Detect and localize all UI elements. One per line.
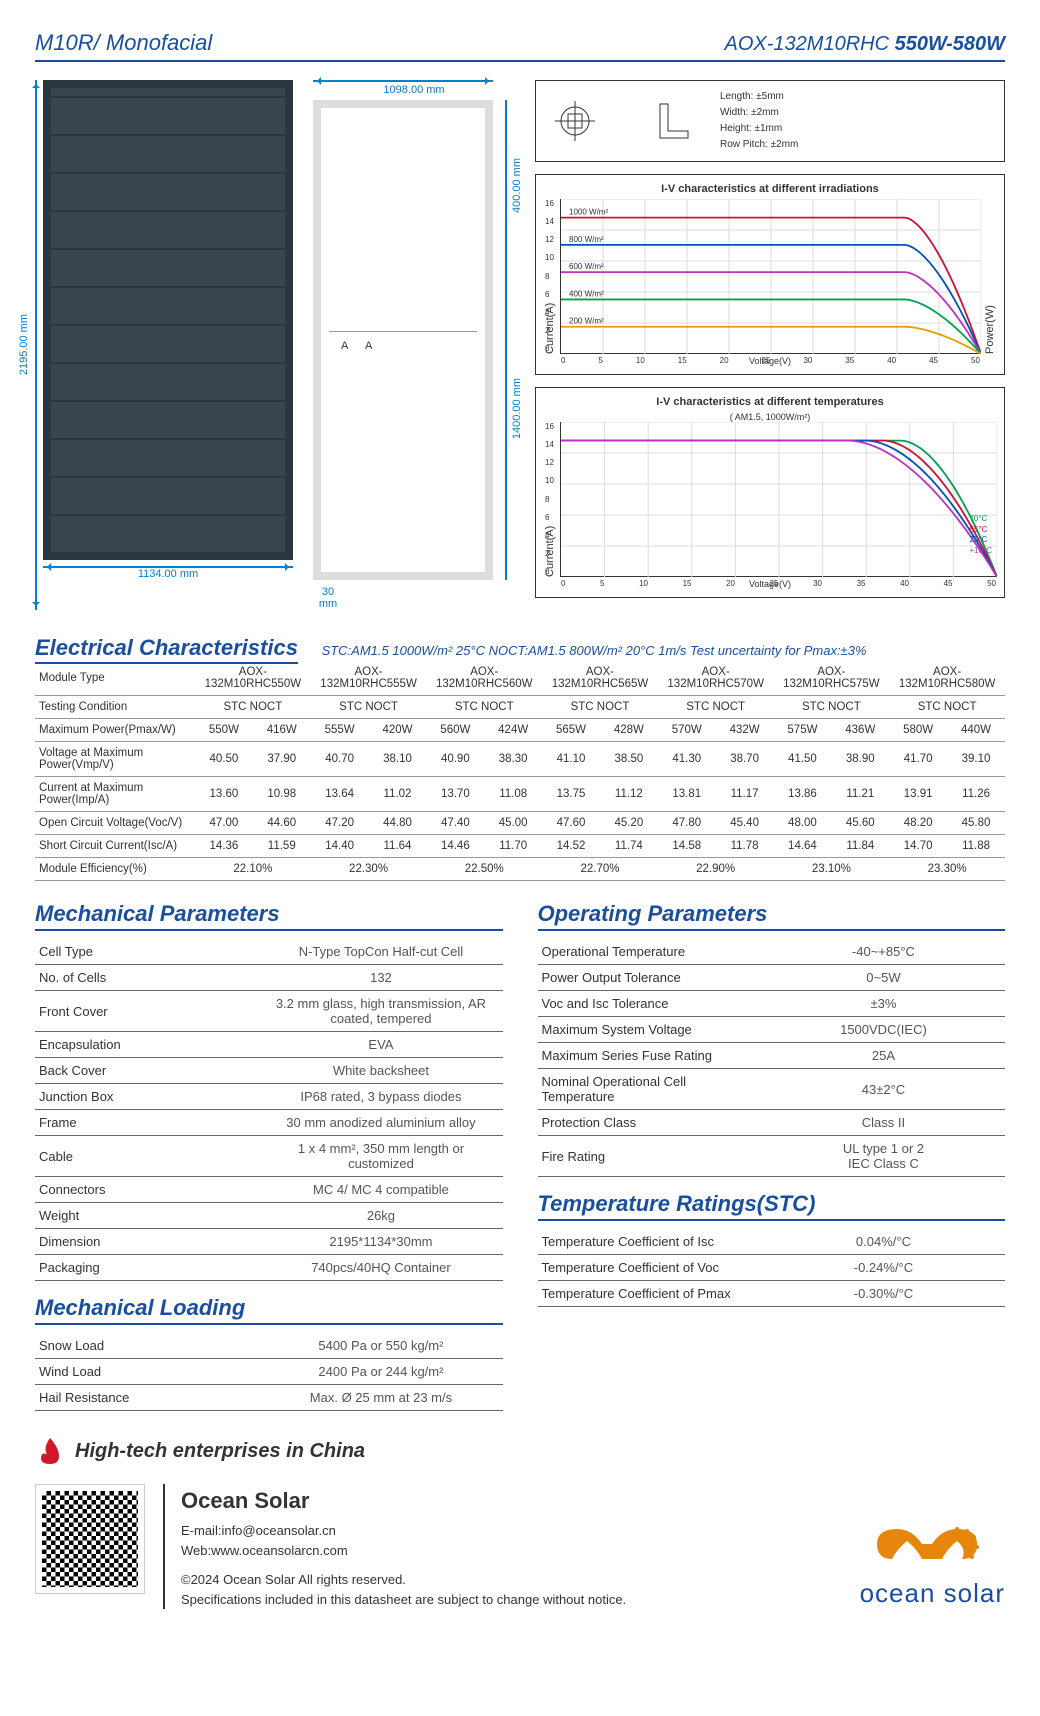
model-prefix: AOX-132M10RHC [725, 33, 895, 55]
logo-text: ocean solar [860, 1578, 1005, 1609]
hole-diagram-icon [550, 96, 630, 146]
logo-icon [872, 1519, 992, 1574]
dim-frame-side1: 400.00 mm [511, 158, 523, 213]
company-name: Ocean Solar [181, 1484, 626, 1517]
dim-height: 2195.00 mm [18, 314, 30, 375]
loading-table: Snow Load5400 Pa or 550 kg/m²Wind Load24… [35, 1333, 503, 1411]
header-prefix: M10R/ [35, 30, 100, 55]
electrical-table: Module TypeAOX-132M10RHC550WAOX-132M10RH… [35, 661, 1005, 881]
dim-frame-top: 1098.00 mm [313, 84, 515, 96]
tol-rowpitch: Row Pitch: ±2mm [720, 137, 798, 153]
qr-code [35, 1484, 145, 1594]
tol-width: Width: ±2mm [720, 105, 798, 121]
chart2-subtitle: ( AM1.5, 1000W/m²) [544, 412, 996, 422]
tol-height: Height: ±1mm [720, 121, 798, 137]
panel-frame-drawing: 1098.00 mm A A 400.00 mm 1400.00 mm 30 m… [313, 80, 515, 610]
mechanical-table: Cell TypeN-Type TopCon Half-cut CellNo. … [35, 939, 503, 1281]
chart2-title: I-V characteristics at different tempera… [544, 396, 996, 408]
dim-width: 1134.00 mm [43, 568, 293, 580]
company-logo: ocean solar [860, 1519, 1005, 1609]
tolerance-box: Length: ±5mm Width: ±2mm Height: ±1mm Ro… [535, 80, 1005, 162]
top-section: 2195.00 mm 1134.00 mm 1098.00 mm A A 400… [35, 80, 1005, 610]
svg-text:800 W/m²: 800 W/m² [569, 235, 604, 244]
footer: High-tech enterprises in China Ocean Sol… [35, 1436, 1005, 1609]
mechanical-title: Mechanical Parameters [35, 901, 503, 931]
disclaimer: Specifications included in this datashee… [181, 1590, 626, 1610]
operating-title: Operating Parameters [538, 901, 1006, 931]
copyright: ©2024 Ocean Solar All rights reserved. [181, 1570, 626, 1590]
right-col: Operating Parameters Operational Tempera… [538, 901, 1006, 1411]
charts-column: Length: ±5mm Width: ±2mm Height: ±1mm Ro… [535, 80, 1005, 610]
flame-icon [35, 1436, 65, 1466]
footer-tagline: High-tech enterprises in China [35, 1436, 1005, 1466]
iv-temperature-chart: I-V characteristics at different tempera… [535, 387, 1005, 598]
frame-section-icon [650, 96, 700, 146]
electrical-title: Electrical Characteristics [35, 635, 298, 664]
panel-dimension-drawing: 2195.00 mm 1134.00 mm [35, 80, 293, 610]
loading-title: Mechanical Loading [35, 1295, 503, 1325]
company-email: E-mail:info@oceansolar.cn [181, 1521, 626, 1541]
dim-frame-side2: 1400.00 mm [511, 378, 523, 439]
svg-text:200 W/m²: 200 W/m² [569, 317, 604, 326]
company-block: Ocean Solar E-mail:info@oceansolar.cn We… [163, 1484, 626, 1609]
left-col: Mechanical Parameters Cell TypeN-Type To… [35, 901, 503, 1411]
svg-text:1000 W/m²: 1000 W/m² [569, 208, 608, 217]
temperature-table: Temperature Coefficient of Isc0.04%/°CTe… [538, 1229, 1006, 1307]
frame-outline: A A [313, 100, 493, 580]
iv-irradiation-chart: I-V characteristics at different irradia… [535, 174, 1005, 375]
svg-text:600 W/m²: 600 W/m² [569, 262, 604, 271]
chart1-y2label: Power(W) [984, 199, 996, 354]
footer-bottom: Ocean Solar E-mail:info@oceansolar.cn We… [35, 1484, 1005, 1609]
header-suffix: Monofacial [100, 30, 213, 55]
header: M10R/ Monofacial AOX-132M10RHC 550W-580W [35, 30, 1005, 62]
dim-depth: 30 mm [313, 586, 343, 610]
tagline-text: High-tech enterprises in China [75, 1440, 365, 1463]
chart2-area: 05101520253035404550024681012141670°C55°… [560, 422, 996, 577]
params-two-col: Mechanical Parameters Cell TypeN-Type To… [35, 901, 1005, 1411]
company-web: Web:www.oceansolarcn.com [181, 1541, 626, 1561]
chart1-title: I-V characteristics at different irradia… [544, 183, 996, 195]
wattage-range: 550W-580W [895, 33, 1005, 55]
svg-text:400 W/m²: 400 W/m² [569, 289, 604, 298]
header-left: M10R/ Monofacial [35, 30, 212, 56]
header-right: AOX-132M10RHC 550W-580W [725, 33, 1005, 56]
operating-table: Operational Temperature-40~+85°CPower Ou… [538, 939, 1006, 1177]
tolerance-list: Length: ±5mm Width: ±2mm Height: ±1mm Ro… [720, 89, 798, 153]
tol-length: Length: ±5mm [720, 89, 798, 105]
chart1-area: 1000 W/m² 800 W/m² 600 W/m² 400 W/m² 200 W/m… [560, 199, 980, 354]
panel-front-view [43, 80, 293, 560]
electrical-conditions: STC:AM1.5 1000W/m² 25°C NOCT:AM1.5 800W/… [322, 643, 867, 658]
footer-info: Ocean Solar E-mail:info@oceansolar.cn We… [35, 1484, 626, 1609]
electrical-section: Electrical Characteristics STC:AM1.5 100… [35, 635, 1005, 881]
temperature-title: Temperature Ratings(STC) [538, 1191, 1006, 1221]
